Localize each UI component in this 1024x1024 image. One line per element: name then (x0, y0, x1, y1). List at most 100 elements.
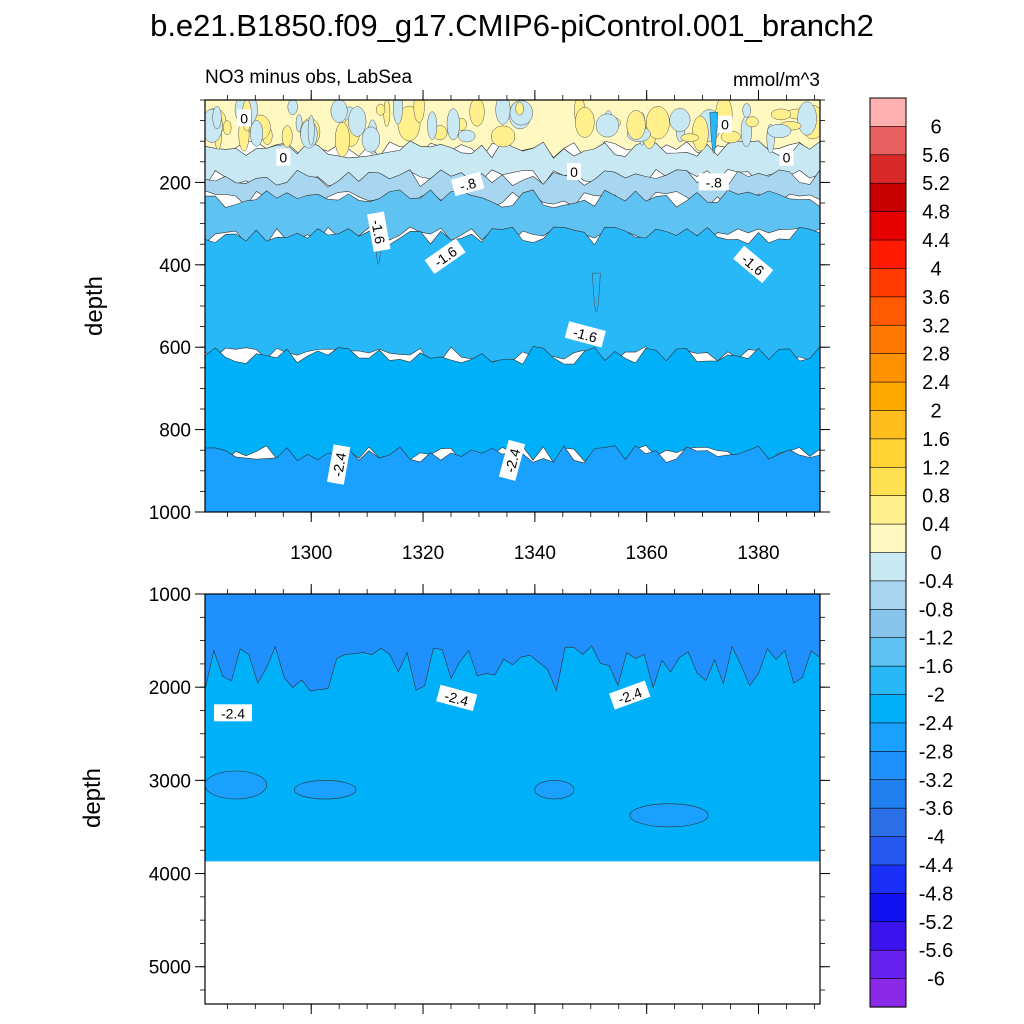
colorbar-swatch (869, 410, 907, 440)
surface-eddy (392, 100, 403, 125)
svg-text:-2.4: -2.4 (443, 688, 471, 710)
contour-label: -2.4 (498, 439, 526, 481)
svg-text:-.8: -.8 (706, 174, 723, 190)
contour-band (205, 226, 820, 365)
colorbar-swatch (869, 552, 907, 582)
colorbar-label: -4.8 (919, 883, 953, 905)
upper-panel-ylabel: depth (81, 276, 108, 336)
colorbar-label: 5.6 (922, 145, 950, 167)
contour-label: 0 (718, 115, 732, 133)
svg-text:0: 0 (279, 150, 287, 166)
colorbar-swatch (869, 807, 907, 838)
colorbar-swatch (869, 694, 907, 724)
colorbar-swatch (869, 97, 907, 128)
x-tick-label: 1360 (626, 543, 668, 564)
surface-eddy (383, 100, 391, 127)
colorbar-swatch (869, 239, 907, 270)
colorbar-swatch (869, 154, 907, 184)
x-tick-label: 1340 (514, 543, 556, 564)
left-string: NO3 minus obs, LabSea (205, 67, 412, 88)
lower-panel-field (205, 594, 820, 1004)
colorbar-swatch (869, 211, 907, 241)
colorbar-swatch (869, 921, 907, 951)
colorbar-swatch (869, 665, 907, 696)
colorbar: 6 5.6 5.2 4.8 4.4 4 3.6 3.2 2.8 2.4 2 1.6 1.2 0.8 0.4 0… (869, 97, 953, 1008)
surface-eddy (515, 101, 524, 116)
contour-label: -2.4 (214, 704, 252, 722)
lower-panel-ticks: 1000 2000 3000 4000 5000 (149, 584, 830, 1014)
surface-eddy (250, 120, 263, 147)
colorbar-swatch (869, 268, 907, 298)
contour-label: 0 (276, 148, 291, 166)
svg-text:-2.4: -2.4 (221, 705, 245, 721)
colorbar-label: -2.8 (919, 741, 953, 763)
missing-data-region (205, 861, 820, 1004)
colorbar-swatch (869, 751, 907, 781)
surface-eddy (334, 121, 350, 158)
colorbar-label: 2 (930, 401, 941, 423)
colorbar-label: 3.6 (922, 287, 950, 309)
lower-panel-frame (204, 593, 821, 1005)
colorbar-label: 4 (930, 258, 941, 280)
y-tick-label: 200 (159, 173, 191, 194)
surface-eddy (469, 100, 485, 127)
colorbar-label: -3.2 (919, 770, 953, 792)
colorbar-swatch (869, 609, 907, 639)
surface-eddy (745, 116, 759, 128)
y-tick-label: 3000 (149, 771, 191, 792)
plume-feature (592, 272, 601, 312)
surface-eddy (307, 114, 315, 146)
contour-label: -1.6 (564, 321, 606, 348)
y-tick-label: 1000 (149, 503, 191, 524)
svg-text:-1.6: -1.6 (571, 324, 599, 346)
surface-eddy (495, 100, 511, 125)
y-tick-label: 400 (159, 256, 191, 277)
colorbar-label: -5.2 (919, 912, 953, 934)
y-tick-label: 600 (159, 338, 191, 359)
svg-text:-1.6: -1.6 (368, 219, 388, 246)
colorbar-label: 0.8 (922, 486, 950, 508)
lower-panel-ylabel: depth (79, 768, 106, 828)
colorbar-swatch (869, 978, 907, 1008)
colorbar-swatch (869, 523, 907, 554)
colorbar-label: -3.6 (919, 798, 953, 820)
surface-eddy (626, 110, 646, 140)
surface-eddy (222, 120, 232, 136)
colorbar-swatch (869, 893, 907, 923)
surface-eddy (446, 108, 460, 141)
upper-panel-field (205, 100, 820, 512)
colorbar-swatch (869, 466, 907, 497)
colorbar-swatch (869, 296, 907, 326)
colorbar-label: -6 (927, 969, 945, 991)
x-tick-label: 1380 (737, 543, 779, 564)
colorbar-swatch (869, 779, 907, 809)
colorbar-label: -1.6 (919, 656, 953, 678)
colorbar-swatch (869, 324, 907, 355)
units-string: mmol/m^3 (733, 70, 820, 91)
surface-eddy (375, 103, 386, 116)
y-tick-label: 2000 (149, 678, 191, 699)
y-tick-label: 4000 (149, 865, 191, 886)
y-tick-label: 5000 (149, 958, 191, 979)
surface-eddy (646, 106, 670, 140)
colorbar-label: 0.4 (922, 514, 950, 536)
contour-label: -1.6 (367, 211, 391, 252)
x-tick-label: 1320 (402, 543, 444, 564)
colorbar-swatch (869, 580, 907, 610)
surface-eddy (287, 100, 298, 115)
surface-eddy (595, 113, 619, 138)
colorbar-label: 1.2 (922, 457, 950, 479)
contour-label: 0 (779, 148, 794, 166)
colorbar-label: -0.8 (919, 599, 953, 621)
svg-text:-.8: -.8 (458, 175, 478, 195)
svg-text:0: 0 (570, 164, 578, 180)
svg-text:0: 0 (721, 117, 729, 133)
surface-eddy (491, 125, 516, 148)
surface-eddy (767, 124, 792, 138)
colorbar-label: 1.6 (922, 429, 950, 451)
colorbar-swatch (869, 353, 907, 383)
lower-panel-contour-labels: -2.4 -2.4 -2.4 (214, 680, 651, 722)
surface-eddy (457, 129, 476, 143)
